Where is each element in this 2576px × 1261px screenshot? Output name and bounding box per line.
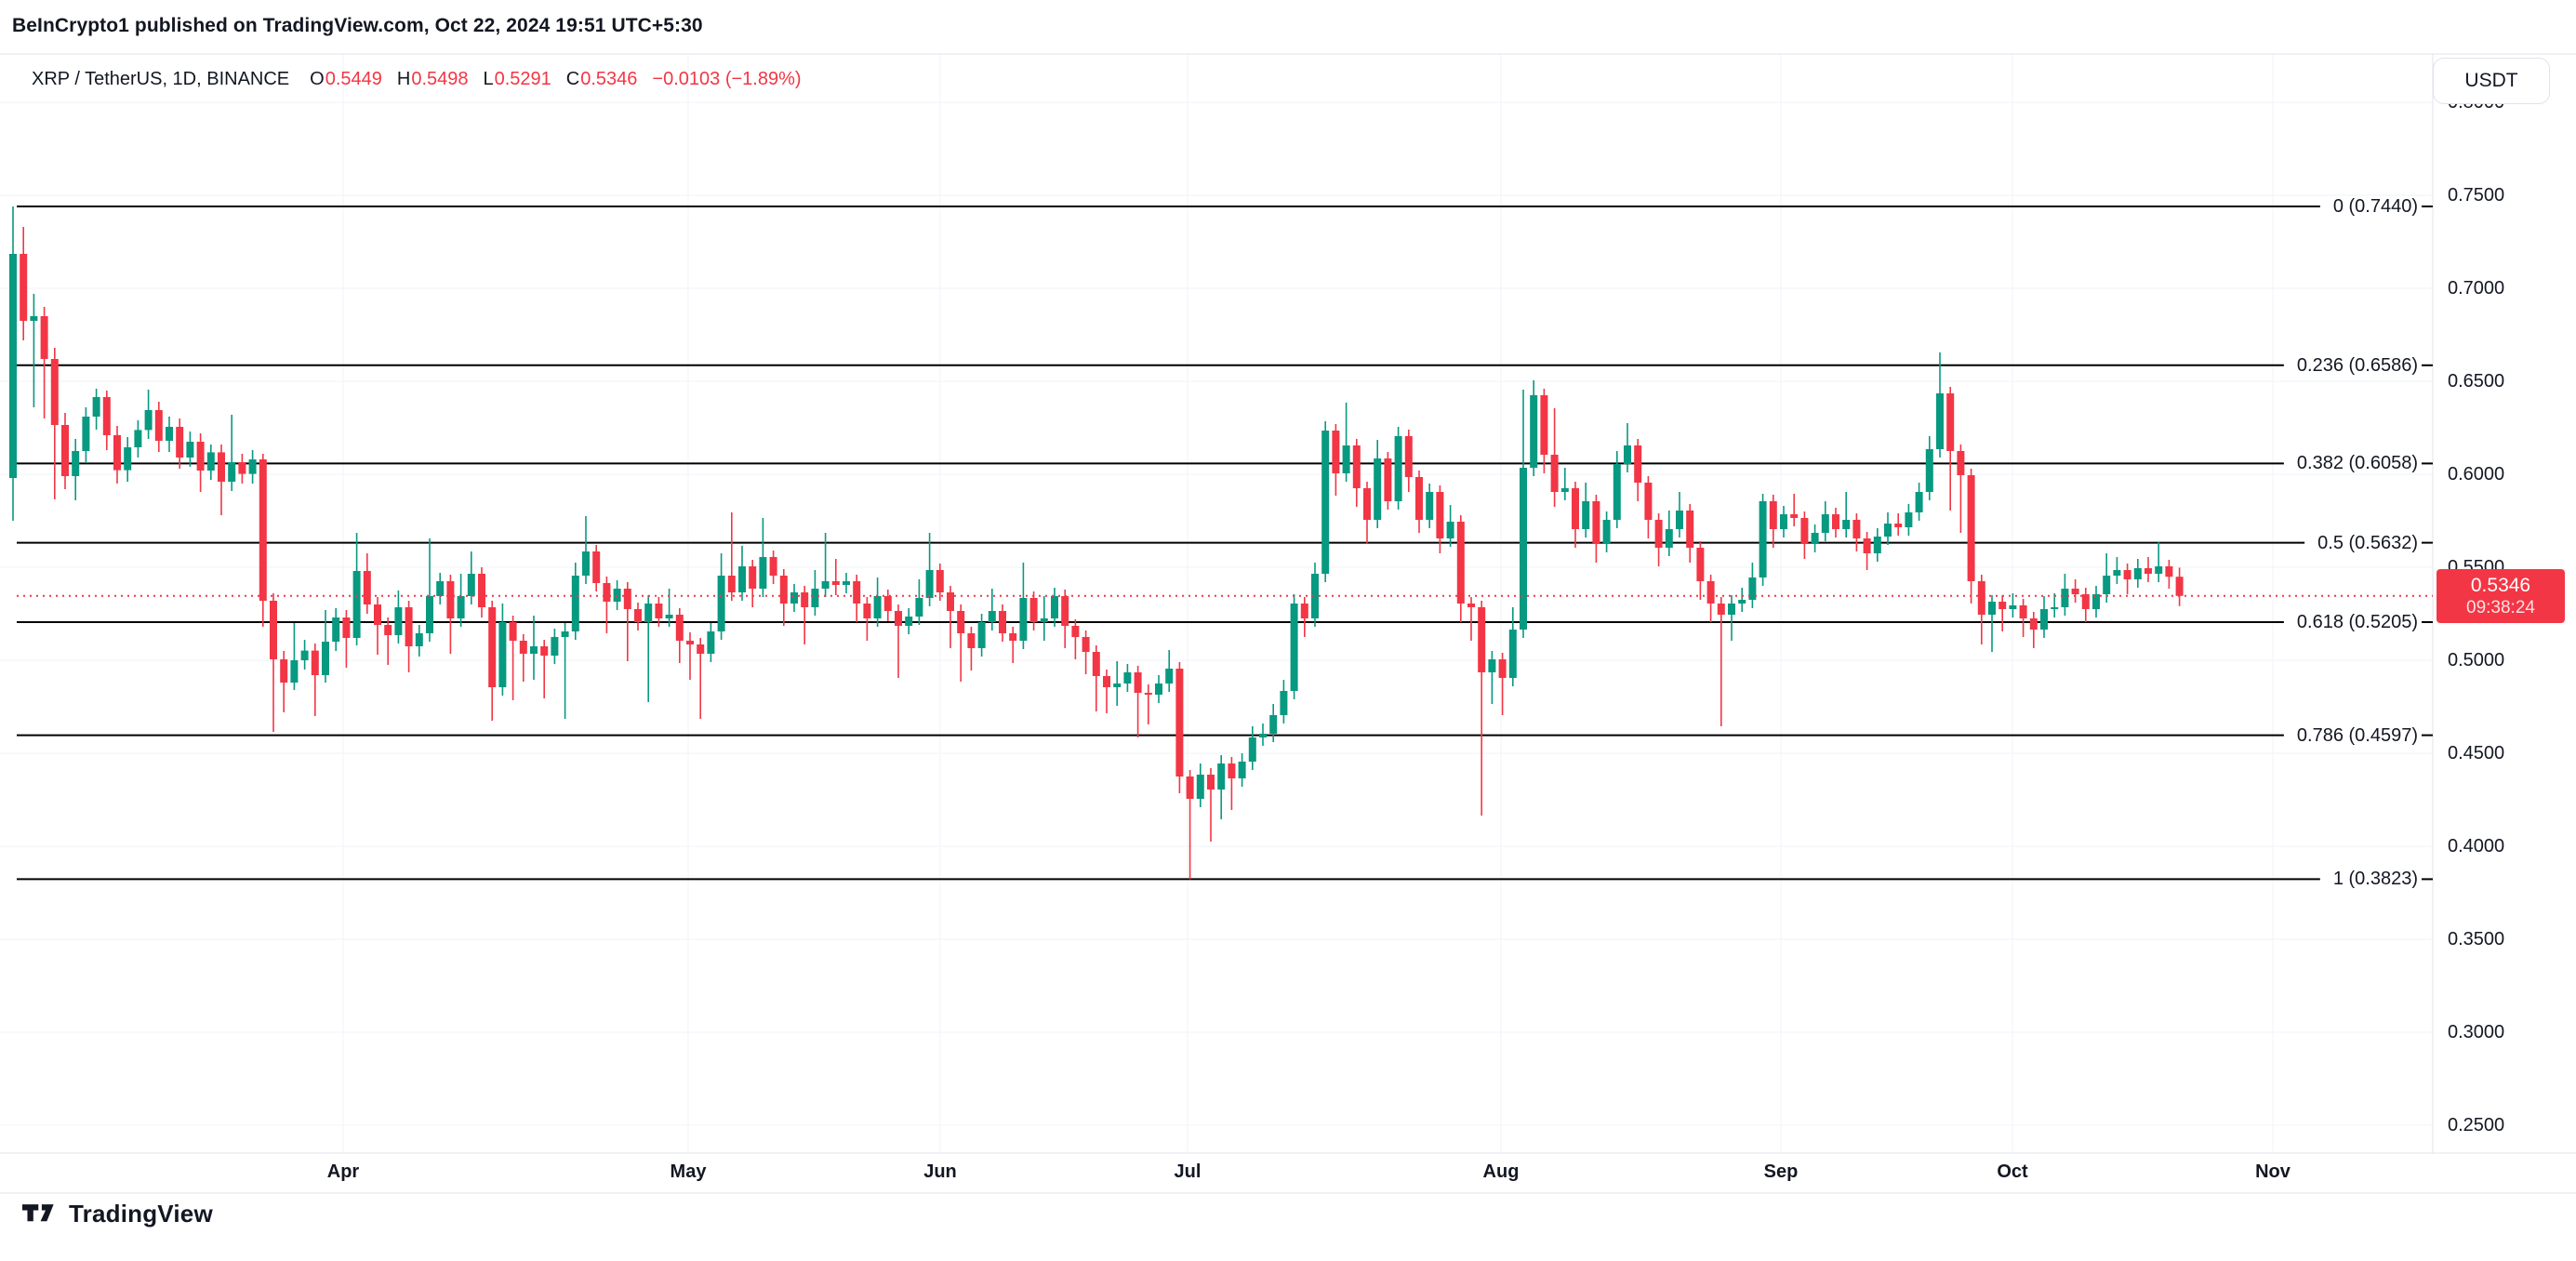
open-value: 0.5449 — [325, 69, 382, 89]
symbol-title[interactable]: XRP / TetherUS, 1D, BINANCE — [32, 69, 290, 89]
candlestick-series — [9, 206, 2184, 880]
close-value: 0.5346 — [580, 69, 638, 89]
low-label: L — [483, 69, 494, 89]
currency-toggle-button[interactable]: USDT — [2433, 58, 2550, 104]
high-value: 0.5498 — [411, 69, 469, 89]
grid-lines — [0, 54, 2433, 1153]
current-price-value: 0.5346 — [2470, 574, 2531, 596]
high-label: H — [396, 69, 411, 89]
bar-countdown: 09:38:24 — [2466, 597, 2535, 617]
ohlc-values: O 0.5449 H 0.5498 L 0.5291 C 0.5346 −0.0103 … — [310, 69, 801, 90]
close-label: C — [565, 69, 580, 89]
current-price-badge: 0.5346 09:38:24 — [2437, 568, 2565, 623]
open-label: O — [310, 69, 325, 89]
chart-legend[interactable]: XRP / TetherUS, 1D, BINANCE O 0.5449 H 0.5… — [32, 69, 802, 90]
change-value: −0.0103 (−1.89%) — [652, 69, 802, 89]
attribution-text: BeInCrypto1 published on TradingView.com… — [12, 15, 703, 36]
tradingview-logo-icon — [22, 1203, 54, 1221]
tradingview-logo[interactable]: TradingView — [22, 1200, 213, 1228]
low-value: 0.5291 — [494, 69, 551, 89]
tradingview-wordmark: TradingView — [69, 1200, 213, 1228]
